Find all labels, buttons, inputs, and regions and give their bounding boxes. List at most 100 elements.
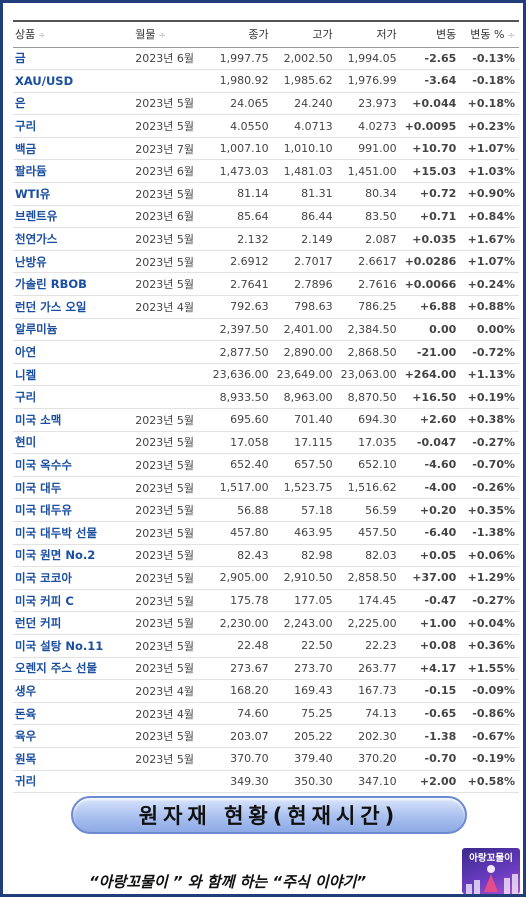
commodity-name[interactable]: 미국 소맥: [13, 408, 126, 432]
table-row[interactable]: 미국 대두유 2023년 5월 56.88 57.18 56.59 +0.20 +0.35%: [13, 498, 519, 522]
change-value: -1.38: [400, 724, 461, 748]
high-value: 273.70: [272, 657, 337, 681]
header-high[interactable]: 고가: [272, 20, 337, 48]
header-name[interactable]: 상품 ÷: [13, 20, 126, 48]
commodity-name[interactable]: 구리: [13, 114, 126, 138]
table-row[interactable]: 런던 커피 2023년 5월 2,230.00 2,243.00 2,225.00 +1.…: [13, 611, 519, 635]
low-value: 2,858.50: [336, 566, 401, 590]
commodity-name[interactable]: 육우: [13, 724, 126, 748]
commodity-name[interactable]: 브렌트유: [13, 205, 126, 229]
commodity-name[interactable]: 돈육: [13, 702, 126, 726]
close-value: 85.64: [207, 205, 273, 229]
table-row[interactable]: 미국 소맥 2023년 5월 695.60 701.40 694.30 +2.60 +0.3…: [13, 408, 519, 432]
table-row[interactable]: 미국 원면 No.2 2023년 5월 82.43 82.98 82.03 +0.05 +0…: [13, 544, 519, 568]
table-row[interactable]: 미국 옥수수 2023년 5월 652.40 657.50 652.10 -4.60 -0.…: [13, 453, 519, 477]
table-row[interactable]: XAU/USD 1,980.92 1,985.62 1,976.99 -3.64 -0.1…: [13, 69, 519, 93]
table-row[interactable]: 팔라듐 2023년 6월 1,473.03 1,481.03 1,451.00 +15.0…: [13, 159, 519, 184]
table-row[interactable]: 난방유 2023년 5월 2.6912 2.7017 2.6617 +0.0286 +1.0…: [13, 250, 519, 274]
commodity-name[interactable]: 런던 가스 오일: [13, 295, 126, 319]
commodity-name[interactable]: 원목: [13, 747, 126, 771]
low-value: 22.23: [336, 634, 401, 658]
table-row[interactable]: 아연 2,877.50 2,890.00 2,868.50 -21.00 -0.72%: [13, 340, 519, 364]
high-value: 22.50: [272, 634, 337, 658]
table-row[interactable]: 미국 설탕 No.11 2023년 5월 22.48 22.50 22.23 +0.08 +…: [13, 634, 519, 658]
commodity-name[interactable]: 금: [13, 47, 126, 71]
table-row[interactable]: 니켈 23,636.00 23,649.00 23,063.00 +264.00 +1.1…: [13, 363, 519, 387]
table-row[interactable]: 생우 2023년 4월 168.20 169.43 167.73 -0.15 -0.09%: [13, 679, 519, 703]
commodity-name[interactable]: 가솔린 RBOB: [13, 272, 126, 297]
commodity-name[interactable]: 오렌지 주스 선물: [13, 657, 126, 681]
commodity-name[interactable]: 은: [13, 92, 126, 116]
close-value: 2,877.50: [207, 340, 273, 364]
high-value: 798.63: [272, 295, 337, 319]
commodity-name[interactable]: 런던 커피: [13, 611, 126, 635]
commodity-name[interactable]: 미국 대두유: [13, 498, 126, 522]
low-value: 457.50: [336, 521, 401, 545]
commodity-name[interactable]: 니켈: [13, 363, 126, 387]
contract-month: 2023년 5월: [125, 634, 208, 658]
contract-month: 2023년 5월: [125, 453, 208, 477]
commodity-name[interactable]: 구리: [13, 385, 126, 409]
title-banner: 원자재 현황(현재시간): [71, 796, 467, 834]
contract-month: 2023년 7월: [125, 137, 208, 161]
commodity-name[interactable]: WTI유: [13, 182, 126, 206]
commodity-name[interactable]: 미국 원면 No.2: [13, 544, 126, 568]
sort-icon: ÷: [38, 31, 46, 42]
commodity-name[interactable]: 귀리: [13, 770, 126, 794]
table-row[interactable]: 구리 2023년 5월 4.0550 4.0713 4.0273 +0.0095 +0.23…: [13, 114, 519, 138]
header-month[interactable]: 월물 ÷: [125, 20, 208, 48]
commodity-name[interactable]: 미국 커피 C: [13, 589, 126, 613]
contract-month: 2023년 5월: [125, 272, 208, 297]
close-value: 652.40: [207, 453, 273, 477]
table-row[interactable]: 천연가스 2023년 5월 2.132 2.149 2.087 +0.035 +1.67%: [13, 227, 519, 251]
table-row[interactable]: 구리 8,933.50 8,963.00 8,870.50 +16.50 +0.19%: [13, 385, 519, 409]
table-row[interactable]: 미국 코코아 2023년 5월 2,905.00 2,910.50 2,858.50 +3…: [13, 566, 519, 590]
table-row[interactable]: 오렌지 주스 선물 2023년 5월 273.67 273.70 263.77 +4.17…: [13, 657, 519, 681]
table-row[interactable]: 가솔린 RBOB 2023년 5월 2.7641 2.7896 2.7616 +0.006…: [13, 272, 519, 297]
header-change-pct[interactable]: 변동 % ÷: [460, 20, 519, 48]
commodity-name[interactable]: 미국 옥수수: [13, 453, 126, 477]
commodity-name[interactable]: 생우: [13, 679, 126, 703]
change-pct-value: 0.00%: [460, 318, 519, 342]
table-row[interactable]: 런던 가스 오일 2023년 4월 792.63 798.63 786.25 +6.88 +…: [13, 295, 519, 319]
contract-month: [125, 363, 208, 387]
contract-month: 2023년 5월: [125, 747, 208, 771]
commodity-name[interactable]: 미국 대두: [13, 476, 126, 500]
table-row[interactable]: 미국 대두박 선물 2023년 5월 457.80 463.95 457.50 -6.40…: [13, 521, 519, 545]
commodity-name[interactable]: XAU/USD: [13, 69, 126, 93]
table-row[interactable]: 원목 2023년 5월 370.70 379.40 370.20 -0.70 -0.19%: [13, 747, 519, 771]
high-value: 1,523.75: [272, 476, 337, 500]
contract-month: 2023년 5월: [125, 114, 208, 138]
table-row[interactable]: 육우 2023년 5월 203.07 205.22 202.30 -1.38 -0.67%: [13, 724, 519, 748]
table-row[interactable]: 미국 커피 C 2023년 5월 175.78 177.05 174.45 -0.47 -0…: [13, 589, 519, 613]
commodity-name[interactable]: 현미: [13, 431, 126, 455]
table-row[interactable]: 알루미늄 2,397.50 2,401.00 2,384.50 0.00 0.00%: [13, 318, 519, 342]
table-row[interactable]: 금 2023년 6월 1,997.75 2,002.50 1,994.05 -2.65 -0…: [13, 47, 519, 71]
commodity-name[interactable]: 천연가스: [13, 227, 126, 251]
commodity-name[interactable]: 백금: [13, 137, 126, 161]
header-close[interactable]: 종가: [207, 20, 273, 48]
commodity-name[interactable]: 미국 코코아: [13, 566, 126, 590]
commodity-name[interactable]: 난방유: [13, 250, 126, 274]
commodity-name[interactable]: 미국 대두박 선물: [13, 521, 126, 545]
table-row[interactable]: 돈육 2023년 4월 74.60 75.25 74.13 -0.65 -0.86%: [13, 702, 519, 726]
table-row[interactable]: 현미 2023년 5월 17.058 17.115 17.035 -0.047 -0.27%: [13, 431, 519, 455]
commodity-name[interactable]: 알루미늄: [13, 318, 126, 342]
table-row[interactable]: 백금 2023년 7월 1,007.10 1,010.10 991.00 +10.70 +1…: [13, 137, 519, 161]
header-change[interactable]: 변동: [400, 20, 461, 48]
table-row[interactable]: 귀리 349.30 350.30 347.10 +2.00 +0.58%: [13, 770, 519, 794]
high-value: 8,963.00: [272, 385, 337, 409]
table-row[interactable]: WTI유 2023년 5월 81.14 81.31 80.34 +0.72 +0.90%: [13, 182, 519, 206]
high-value: 177.05: [272, 589, 337, 613]
commodity-name[interactable]: 미국 설탕 No.11: [13, 634, 126, 658]
change-pct-value: +0.24%: [460, 272, 519, 297]
commodity-name[interactable]: 아연: [13, 340, 126, 364]
table-row[interactable]: 브렌트유 2023년 6월 85.64 86.44 83.50 +0.71 +0.84%: [13, 205, 519, 229]
header-low[interactable]: 저가: [336, 20, 401, 48]
high-value: 2,890.00: [272, 340, 337, 364]
table-row[interactable]: 은 2023년 5월 24.065 24.240 23.973 +0.044 +0.18%: [13, 92, 519, 116]
high-value: 86.44: [272, 205, 337, 229]
table-row[interactable]: 미국 대두 2023년 5월 1,517.00 1,523.75 1,516.62 -4.…: [13, 476, 519, 500]
low-value: 991.00: [336, 137, 401, 161]
commodity-name[interactable]: 팔라듐: [13, 159, 126, 184]
